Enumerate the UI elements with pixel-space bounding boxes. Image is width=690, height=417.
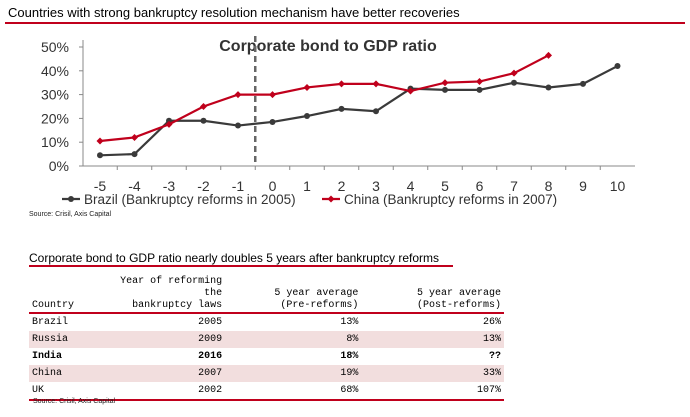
cell-year: 2002 <box>198 385 223 396</box>
table-header-row: Country Year of reforming the bankruptcy … <box>29 276 504 313</box>
series-line-0 <box>99 65 619 157</box>
cell-post: 33% <box>482 368 501 379</box>
y-tick-label: 40% <box>41 63 69 79</box>
x-tick-label: 4 <box>407 178 415 194</box>
y-tick-label: 10% <box>41 134 69 150</box>
header-pre: 5 year average (Pre-reforms) <box>274 288 359 311</box>
cell-post: ?? <box>488 351 501 362</box>
brazil-point <box>442 86 448 93</box>
chart-source: Source: Crisil, Axis Capital <box>29 211 112 218</box>
plot-area: 0% 10% 20% 30% 40% 50% -5 -4 -3 -2 -1 0 1 2 3 4 5 6 7 8 9 10 B… <box>41 36 635 207</box>
table-row: UK 2002 68% 107% <box>29 382 504 400</box>
china-point <box>234 91 242 99</box>
legend-marker <box>68 196 74 202</box>
x-tick-label: 8 <box>545 178 553 194</box>
brazil-point <box>545 84 552 91</box>
table-row: Brazil 2005 13% 26% <box>29 313 504 331</box>
brazil-point <box>269 118 276 125</box>
cell-country: India <box>32 351 63 362</box>
cell-year: 2009 <box>198 334 223 345</box>
cell-country: Russia <box>32 334 69 345</box>
x-tick-label: 6 <box>476 178 484 194</box>
brazil-point <box>614 63 621 70</box>
series-line-1 <box>99 54 550 143</box>
china-point <box>441 79 449 87</box>
cell-post: 26% <box>482 317 501 328</box>
table-row: Russia 2009 8% 13% <box>29 331 504 348</box>
cell-pre: 18% <box>340 351 359 362</box>
cell-post: 13% <box>482 334 501 345</box>
table-source: Source: Crisil, Axis Capital <box>33 398 116 405</box>
header-country: Country <box>32 300 75 311</box>
chart-title: Corporate bond to GDP ratio <box>219 38 437 55</box>
china-point <box>510 69 518 77</box>
cell-pre: 13% <box>340 317 359 328</box>
brazil-point <box>373 108 379 115</box>
brazil-point <box>97 152 103 159</box>
x-tick-label: -3 <box>163 178 176 194</box>
brazil-point <box>166 117 172 124</box>
y-tick-label: 20% <box>41 110 69 126</box>
table-title: Corporate bond to GDP ratio nearly doubl… <box>29 251 439 265</box>
brazil-point <box>476 86 483 93</box>
brazil-point <box>338 105 345 112</box>
title-underline <box>5 22 685 24</box>
x-tick-label: 0 <box>269 178 277 194</box>
brazil-point <box>200 117 207 124</box>
china-point <box>338 80 345 88</box>
table-row: India 2016 18% ?? <box>29 348 504 365</box>
cell-pre: 68% <box>340 385 359 396</box>
cell-pre: 19% <box>340 368 359 379</box>
x-tick-label: 10 <box>610 178 626 194</box>
brazil-point <box>235 122 241 129</box>
cell-country: UK <box>32 385 45 396</box>
x-tick-label: 9 <box>579 178 587 194</box>
cell-year: 2016 <box>198 351 223 362</box>
legend-label: Brazil (Bankruptcy reforms in 2005) <box>84 192 296 207</box>
x-tick-label: 5 <box>441 178 449 194</box>
x-tick-label: -5 <box>94 178 107 194</box>
cell-country: Brazil <box>32 317 69 328</box>
table-title-underline <box>29 265 453 267</box>
china-point <box>96 137 104 145</box>
cell-post: 107% <box>476 385 501 396</box>
x-tick-label: 1 <box>303 178 311 194</box>
china-point <box>131 133 138 141</box>
china-point <box>372 80 380 88</box>
legend-label: China (Bankruptcy reforms in 2007) <box>344 192 557 207</box>
brazil-point <box>511 79 517 86</box>
line-chart: Corporate bond to GDP ratio 0% 10% 20% 30% 4… <box>41 36 635 207</box>
x-tick-label: -4 <box>128 178 141 194</box>
china-point <box>303 83 311 91</box>
y-tick-label: 0% <box>49 158 69 174</box>
china-point <box>407 87 414 95</box>
header-year: Year of reforming the bankruptcy laws <box>120 276 223 311</box>
y-tick-label: 30% <box>41 87 69 103</box>
table-row: China 2007 19% 33% <box>29 365 504 382</box>
x-tick-label: 3 <box>372 178 380 194</box>
china-point <box>545 51 552 59</box>
legend-marker <box>327 195 335 203</box>
china-point <box>165 120 173 128</box>
x-tick-label: 7 <box>510 178 518 194</box>
cell-year: 2007 <box>198 368 223 379</box>
brazil-point <box>304 113 310 120</box>
cell-country: China <box>32 368 63 379</box>
brazil-point <box>131 151 138 158</box>
china-point <box>476 78 483 86</box>
china-point <box>200 103 207 110</box>
bond-gdp-table: Country Year of reforming the bankruptcy … <box>29 276 504 401</box>
y-tick-label: 50% <box>41 39 69 55</box>
brazil-point <box>580 80 586 87</box>
x-tick-label: -1 <box>232 178 245 194</box>
china-point <box>269 91 276 99</box>
header-post: 5 year average (Post-reforms) <box>416 288 501 311</box>
x-tick-label: -2 <box>197 178 210 194</box>
cell-pre: 8% <box>346 334 359 345</box>
page-title: Countries with strong bankruptcy resolut… <box>8 5 460 20</box>
x-tick-label: 2 <box>338 178 346 194</box>
cell-year: 2005 <box>198 317 223 328</box>
